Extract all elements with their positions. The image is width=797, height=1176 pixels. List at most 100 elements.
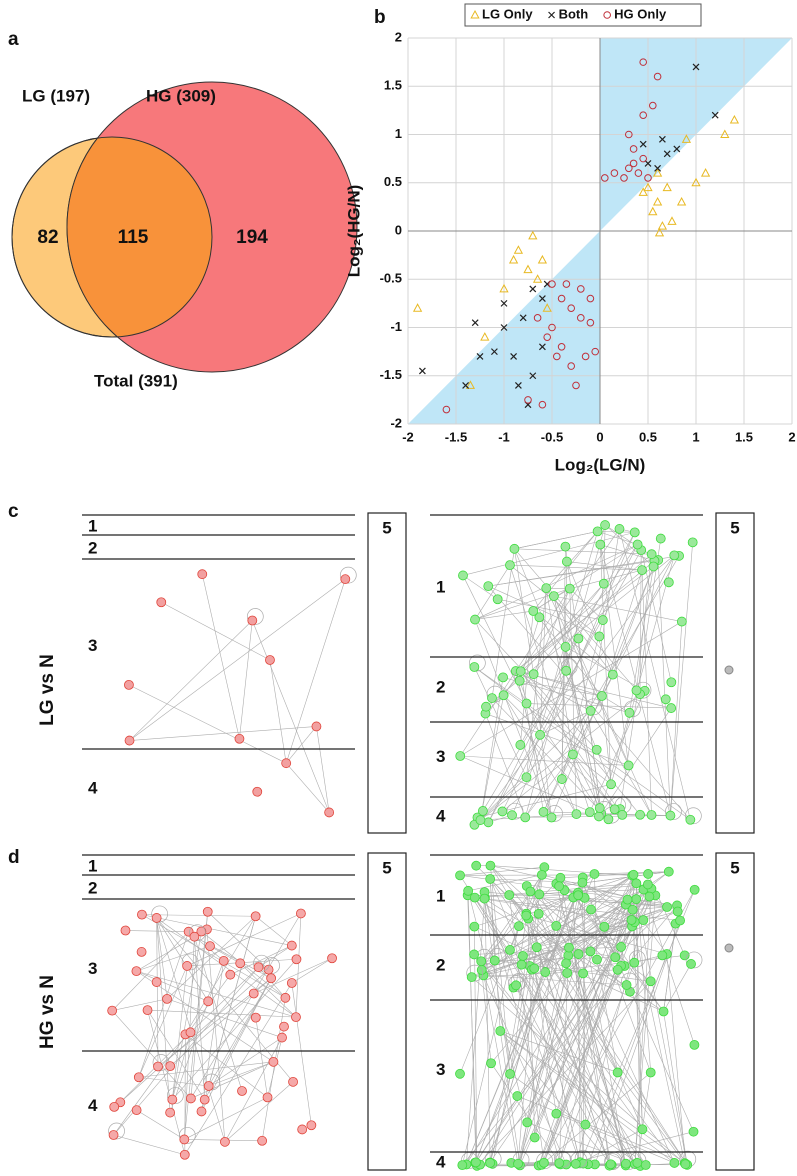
edge [578,638,602,814]
edge [578,953,675,1164]
node [518,951,528,961]
edge [208,978,272,1087]
point [629,159,638,168]
node [165,1061,176,1072]
node [248,988,259,999]
node [327,953,337,964]
edge [670,542,693,816]
edges [459,865,695,1167]
node [235,958,246,969]
node [124,679,134,690]
point [625,130,633,139]
node [469,949,480,960]
point [663,150,671,158]
edge [527,1122,635,1165]
edge [468,874,542,892]
edge [520,610,534,745]
point [591,347,600,356]
node [597,615,608,625]
node [663,577,674,588]
edge [208,1037,283,1087]
point [654,164,662,172]
point [634,169,643,177]
node-halo [621,972,638,990]
node [469,892,480,903]
edge [480,555,675,821]
edge [514,548,641,695]
node [665,810,676,821]
node [513,921,524,932]
side-label: 5 [382,858,391,877]
venn-diagram: LG (197) HG (309) 82 115 194 Total (391) [11,81,358,390]
node [498,690,509,701]
point [557,343,566,351]
node-halo [685,951,703,969]
edge [526,953,579,1123]
node [202,906,213,917]
legend-box [464,3,702,27]
point [523,264,533,274]
node [689,884,700,895]
point [644,160,652,167]
point [648,206,658,216]
point [442,405,451,414]
edge [120,969,269,1103]
edge [514,548,652,555]
node [605,1159,616,1170]
node [578,968,588,979]
edge [474,946,622,955]
node [603,814,614,825]
node [635,809,645,820]
point [586,294,595,303]
node [631,878,642,889]
layer-label: 4 [436,1152,446,1171]
edges [128,574,346,813]
y-tick-label: -1.5 [380,367,402,382]
legend-marker [548,11,555,19]
node [218,955,229,966]
node [107,1005,118,1016]
edge [267,1037,283,1098]
node-halo [526,957,544,974]
edge [666,953,686,1165]
edge [204,978,272,1100]
edge [485,713,526,818]
x-tick-label: -1 [498,429,510,444]
node [458,570,468,581]
edge [553,595,682,622]
node [477,806,488,816]
node [585,705,596,716]
node [568,749,578,760]
venn-overlap [66,137,212,337]
point [639,111,648,119]
point [720,129,730,138]
node [280,992,291,1003]
side-node [724,665,734,675]
layer-label: 4 [88,778,98,797]
point [654,227,665,237]
edge [663,963,692,1012]
edge [566,561,614,675]
node [203,1081,214,1091]
edge [474,873,595,1163]
node-halo [246,608,264,625]
edge [657,560,671,816]
edge [239,963,297,1018]
side-box [367,512,407,834]
edge [230,945,292,975]
edge [533,544,638,612]
node [609,804,620,815]
node [655,533,666,544]
x-tick-label: 1 [692,429,699,444]
edge [577,892,627,1166]
node [185,1093,196,1104]
edge [558,947,570,1164]
node [666,677,677,688]
node [573,633,584,644]
node [521,910,532,921]
point [644,174,652,182]
node-halo [469,654,486,672]
edge [190,966,259,1033]
edge [526,913,610,1166]
node [279,1021,289,1032]
